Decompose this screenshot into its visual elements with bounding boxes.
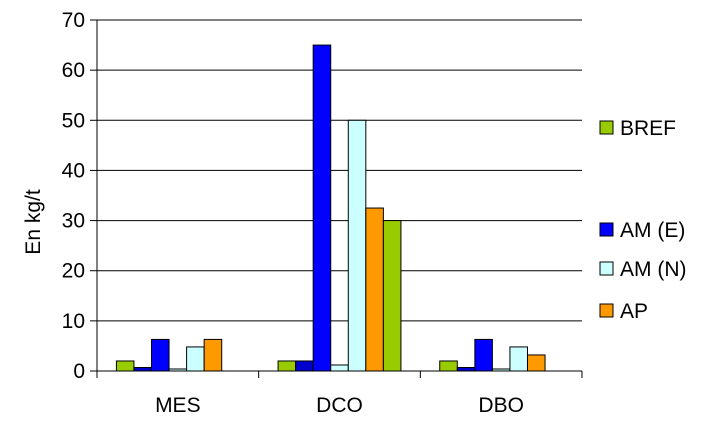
bar <box>203 338 223 372</box>
gridlines <box>97 19 582 322</box>
bar <box>347 119 367 372</box>
legend-swatch <box>599 303 614 318</box>
y-tick-label: 0 <box>73 360 85 383</box>
y-tick-label: 60 <box>62 59 85 82</box>
bar <box>456 366 476 372</box>
legend-label: AM (N) <box>620 258 687 281</box>
bar <box>151 338 170 372</box>
x-category-labels: MES DCO DBO <box>155 394 524 417</box>
bar <box>115 360 135 372</box>
x-category-label: DCO <box>316 394 363 417</box>
bar <box>186 346 205 372</box>
bar <box>277 360 297 372</box>
bar <box>526 354 546 372</box>
legend-label: BREF <box>620 117 676 140</box>
y-tick-label: 40 <box>62 159 85 182</box>
legend-swatch <box>599 222 614 237</box>
bar <box>330 364 349 372</box>
legend-swatch <box>599 261 614 276</box>
y-axis-title: En kg/t <box>22 189 45 255</box>
bar <box>439 360 458 372</box>
bar <box>474 338 493 372</box>
legend: BREF AM (E) AM (N) AP <box>599 117 687 323</box>
bar <box>509 346 528 372</box>
y-tick-label: 20 <box>62 260 85 283</box>
axes <box>90 19 583 378</box>
legend-swatch <box>599 120 614 135</box>
x-category-label: MES <box>155 394 201 417</box>
legend-label: AM (E) <box>620 219 685 242</box>
bar <box>133 366 153 372</box>
bars <box>115 44 546 372</box>
legend-label: AP <box>620 300 648 323</box>
bar <box>312 44 332 372</box>
x-category-label: DBO <box>478 394 524 417</box>
bar <box>295 360 314 372</box>
y-tick-label: 70 <box>62 9 85 32</box>
y-tick-label: 50 <box>62 109 85 132</box>
y-tick-labels: 0 10 20 30 40 50 60 70 <box>62 9 85 383</box>
y-tick-label: 10 <box>62 310 85 333</box>
y-tick-label: 30 <box>62 210 85 233</box>
bar <box>365 207 384 372</box>
bar <box>382 220 402 372</box>
